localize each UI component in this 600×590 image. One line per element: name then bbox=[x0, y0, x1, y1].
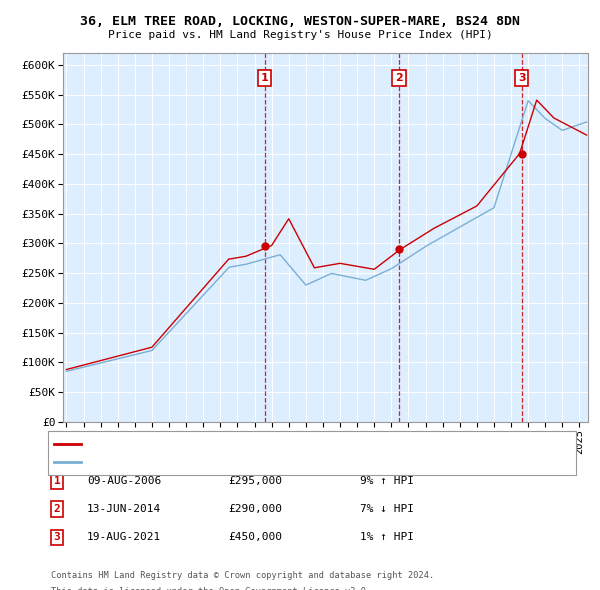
Text: 2: 2 bbox=[53, 504, 61, 514]
Text: 2: 2 bbox=[395, 73, 403, 83]
Text: 1: 1 bbox=[261, 73, 269, 83]
Text: 1% ↑ HPI: 1% ↑ HPI bbox=[360, 533, 414, 542]
Text: £450,000: £450,000 bbox=[228, 533, 282, 542]
Text: 13-JUN-2014: 13-JUN-2014 bbox=[87, 504, 161, 514]
Text: 9% ↑ HPI: 9% ↑ HPI bbox=[360, 476, 414, 486]
Text: 36, ELM TREE ROAD, LOCKING,  WESTON-SUPER-MARE, BS24 8DN (detached house): 36, ELM TREE ROAD, LOCKING, WESTON-SUPER… bbox=[87, 439, 516, 449]
Text: 1: 1 bbox=[53, 476, 61, 486]
Text: 19-AUG-2021: 19-AUG-2021 bbox=[87, 533, 161, 542]
Text: 7% ↓ HPI: 7% ↓ HPI bbox=[360, 504, 414, 514]
Text: Contains HM Land Registry data © Crown copyright and database right 2024.: Contains HM Land Registry data © Crown c… bbox=[51, 571, 434, 579]
Text: HPI: Average price, detached house, North Somerset: HPI: Average price, detached house, Nort… bbox=[87, 457, 381, 467]
Text: Price paid vs. HM Land Registry's House Price Index (HPI): Price paid vs. HM Land Registry's House … bbox=[107, 30, 493, 40]
Text: £290,000: £290,000 bbox=[228, 504, 282, 514]
Text: 3: 3 bbox=[53, 533, 61, 542]
Text: 3: 3 bbox=[518, 73, 526, 83]
Text: £295,000: £295,000 bbox=[228, 476, 282, 486]
Text: 09-AUG-2006: 09-AUG-2006 bbox=[87, 476, 161, 486]
Text: 36, ELM TREE ROAD, LOCKING, WESTON-SUPER-MARE, BS24 8DN: 36, ELM TREE ROAD, LOCKING, WESTON-SUPER… bbox=[80, 15, 520, 28]
Text: This data is licensed under the Open Government Licence v3.0.: This data is licensed under the Open Gov… bbox=[51, 587, 371, 590]
